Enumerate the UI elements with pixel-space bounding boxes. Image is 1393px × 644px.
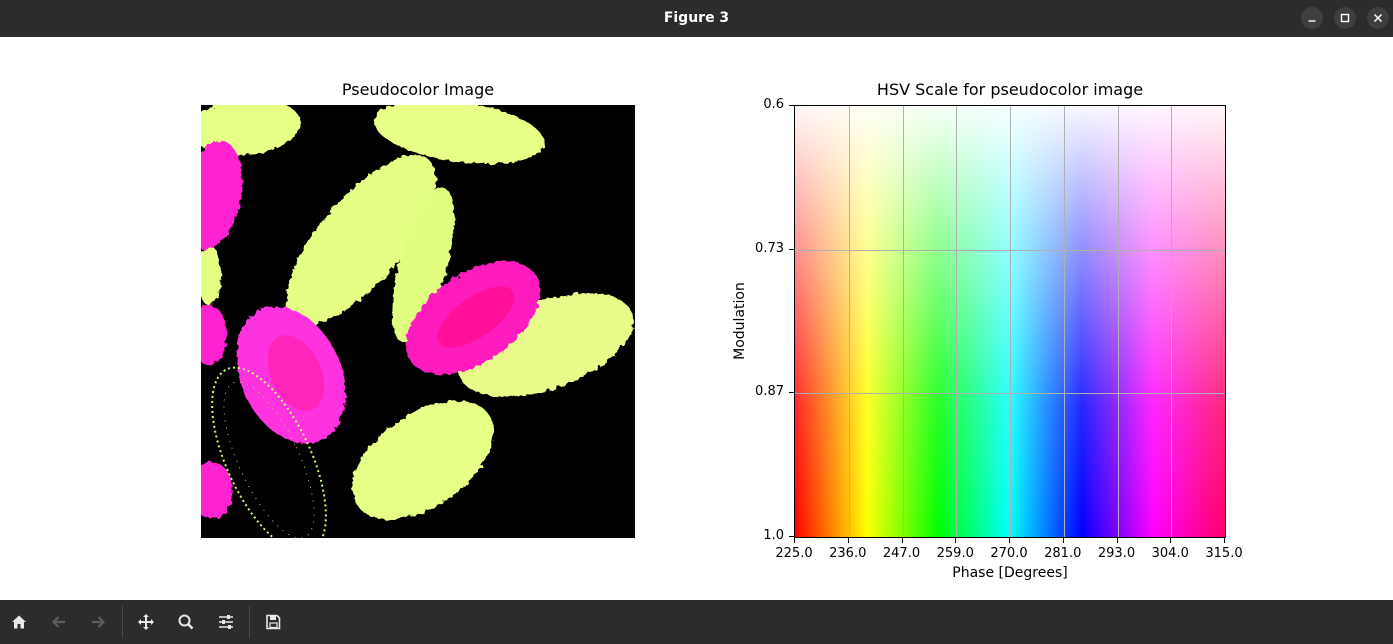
x-tick-mark <box>901 538 903 543</box>
configure-subplots-icon <box>219 615 233 629</box>
x-tick-label: 293.0 <box>1097 546 1136 561</box>
x-tick-mark <box>1009 538 1010 543</box>
x-grid-line <box>1063 106 1065 537</box>
x-tick-label: 225.0 <box>775 546 813 561</box>
save-icon <box>266 614 281 630</box>
pan-button[interactable] <box>136 612 156 632</box>
y-tick-mark <box>789 536 794 537</box>
x-tick-mark <box>1116 538 1118 543</box>
minimize-icon <box>1308 20 1316 22</box>
navigation-toolbar <box>0 600 1393 644</box>
x-grid-line <box>902 106 904 537</box>
back-arrow-icon <box>51 616 65 628</box>
forward-button[interactable] <box>88 612 108 632</box>
y-tick-label: 0.73 <box>755 240 784 256</box>
x-tick-mark <box>955 538 957 543</box>
pseudocolor-drawing <box>201 105 635 538</box>
maximize-button[interactable] <box>1334 7 1356 29</box>
window-titlebar: Figure 3 <box>0 0 1393 38</box>
close-button[interactable] <box>1367 7 1389 29</box>
y-tick-mark <box>789 248 794 250</box>
pan-icon <box>138 614 154 630</box>
back-button[interactable] <box>49 612 69 632</box>
home-icon <box>12 615 26 629</box>
pseudocolor-image <box>201 105 635 538</box>
zoom-button[interactable] <box>176 612 196 632</box>
toolbar-separator <box>249 606 250 638</box>
configure-subplots-button[interactable] <box>216 612 236 632</box>
chart-title: HSV Scale for pseudocolor image <box>876 80 1144 99</box>
image-panel-title: Pseudocolor Image <box>341 80 495 99</box>
x-tick-label: 281.0 <box>1044 546 1082 561</box>
x-tick-mark <box>1224 538 1225 543</box>
x-grid-line <box>1010 106 1011 537</box>
x-tick-label: 247.0 <box>882 546 921 561</box>
y-grid-line <box>795 249 1225 251</box>
y-tick-mark <box>789 105 794 106</box>
x-tick-label: 259.0 <box>936 546 974 561</box>
x-tick-label: 315.0 <box>1205 546 1243 561</box>
toolbar-separator <box>122 606 123 638</box>
maximize-icon <box>1340 13 1350 23</box>
y-grid-line <box>795 393 1225 395</box>
x-tick-mark <box>794 538 795 543</box>
y-tick-label: 1.0 <box>763 528 784 543</box>
close-icon <box>1373 13 1383 23</box>
x-grid-line <box>956 106 958 537</box>
x-tick-label: 304.0 <box>1151 546 1189 561</box>
forward-arrow-icon <box>92 616 106 628</box>
x-grid-line <box>848 106 850 537</box>
x-tick-label: 270.0 <box>990 546 1028 561</box>
y-tick-mark <box>789 392 794 394</box>
window-title: Figure 3 <box>663 10 730 26</box>
x-tick-label: 236.0 <box>829 546 867 561</box>
x-grid-line <box>1171 106 1173 537</box>
x-axis-label: Phase [Degrees] <box>952 565 1068 581</box>
x-tick-mark <box>1170 538 1172 543</box>
y-tick-label: 0.6 <box>763 97 784 112</box>
y-tick-label: 0.87 <box>755 384 784 400</box>
home-button[interactable] <box>9 612 29 632</box>
x-tick-mark <box>847 538 849 543</box>
y-axis-label: Modulation <box>732 282 748 360</box>
zoom-icon <box>178 614 194 630</box>
x-grid-line <box>1117 106 1119 537</box>
figure-canvas[interactable]: Pseudocolor Image <box>0 37 1393 600</box>
minimize-button[interactable] <box>1301 7 1323 29</box>
hsv-scale-axes <box>794 105 1226 538</box>
x-tick-mark <box>1062 538 1064 543</box>
save-button[interactable] <box>263 612 283 632</box>
